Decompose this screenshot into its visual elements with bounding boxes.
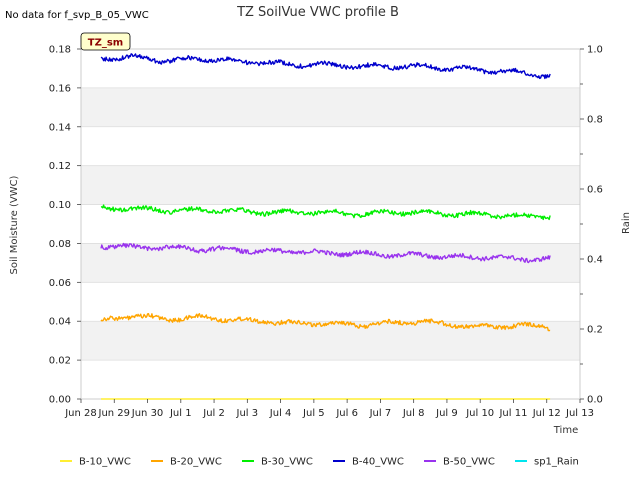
y2-tick-label: 0.6 [587, 185, 603, 196]
y-tick-label: 0.16 [49, 83, 71, 94]
plot-band [81, 243, 580, 283]
legend-label: B-50_VWC [443, 457, 495, 468]
x-tick-label: Jun 28 [64, 408, 97, 419]
tz-tag-label: TZ_sm [88, 38, 123, 49]
y-axis-title: Soil Moisture (VWC) [9, 175, 20, 274]
x-tick-label: Jul 7 [369, 408, 392, 419]
x-tick-label: Jul 3 [236, 408, 259, 419]
legend-label: B-30_VWC [261, 457, 313, 468]
y-tick-label: 0.04 [49, 317, 71, 328]
y-tick-label: 0.10 [49, 200, 71, 211]
series-line-b-30-vwc [100, 204, 551, 221]
y2-tick-label: 0.0 [587, 395, 603, 406]
series-line-b-40-vwc [100, 53, 551, 80]
y-tick-label: 0.12 [49, 161, 71, 172]
tz-tag-box [80, 32, 131, 51]
y2-tick-label: 0.2 [587, 325, 603, 336]
y-tick-label: 0.14 [49, 122, 71, 133]
y-tick-label: 0.06 [49, 278, 71, 289]
legend: B-10_VWC B-20_VWC B-30_VWC B-40_VWC B-50_VWC… [60, 457, 579, 468]
x-tick-label: Jul 8 [402, 408, 425, 419]
legend-label: B-10_VWC [79, 457, 131, 468]
x-axis: Jun 28 Jun 29 Jun 30 Jul 1 Jul 2 Jul 3 Jul 4 Ju… [64, 399, 594, 419]
y-tick-label: 0.00 [49, 395, 71, 406]
y-tick-label: 0.02 [49, 356, 71, 367]
x-tick-label: Jul 9 [435, 408, 458, 419]
x-tick-label: Jul 13 [565, 408, 594, 419]
plot-band [81, 87, 580, 127]
y2-tick-label: 1.0 [587, 45, 603, 56]
x-tick-label: Jul 11 [498, 408, 527, 419]
plot-bands [81, 87, 580, 361]
x-tick-label: Jul 5 [302, 408, 325, 419]
chart-title: TZ SoilVue VWC profile B [236, 5, 399, 20]
no-data-note: No data for f_svp_B_05_VWC [5, 10, 149, 21]
legend-label: sp1_Rain [534, 457, 579, 468]
x-axis-title: Time [553, 425, 578, 436]
x-tick-label: Jun 29 [98, 408, 131, 419]
legend-label: B-40_VWC [352, 457, 404, 468]
series-line-b-20-vwc [100, 313, 551, 332]
y2-tick-label: 0.4 [587, 255, 603, 266]
y-tick-label: 0.18 [49, 45, 71, 56]
legend-label: B-20_VWC [170, 457, 222, 468]
x-tick-label: Jun 30 [131, 408, 164, 419]
grid-lines [81, 48, 580, 400]
x-tick-label: Jul 6 [335, 408, 358, 419]
y2-axis: 0.0 0.2 0.4 0.6 0.8 1.0 [580, 45, 603, 406]
y-axis: 0.00 0.02 0.04 0.06 0.08 0.10 0.12 0.14 0.16 0.18 [49, 45, 81, 406]
tz-tag: TZ_sm [80, 32, 131, 51]
x-tick-label: Jul 12 [532, 408, 561, 419]
plot-band [81, 165, 580, 205]
series-line-b-50-vwc [100, 242, 551, 264]
y-tick-label: 0.08 [49, 239, 71, 250]
x-tick-label: Jul 2 [202, 408, 225, 419]
series-lines [100, 53, 551, 400]
x-tick-label: Jul 10 [465, 408, 494, 419]
x-tick-label: Jul 1 [169, 408, 192, 419]
y2-tick-label: 0.8 [587, 115, 603, 126]
x-tick-label: Jul 4 [269, 408, 292, 419]
y2-axis-title: Rain [621, 212, 632, 234]
